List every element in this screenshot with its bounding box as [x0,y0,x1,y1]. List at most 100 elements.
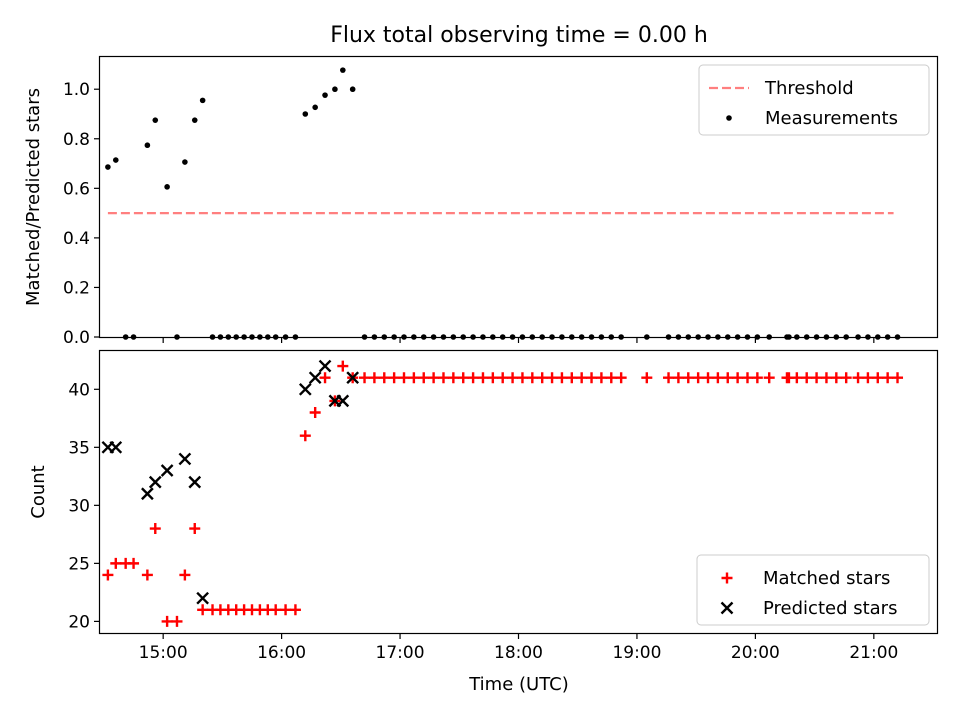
data-point [820,372,832,384]
data-point [840,372,852,384]
data-point [318,359,332,373]
data-point [791,372,803,384]
data-point [368,372,380,384]
top-y-tick-label: 0.4 [63,229,90,249]
data-point [546,372,558,384]
data-point [308,371,322,385]
data-point [586,372,598,384]
data-point [148,475,162,489]
bottom-x-tick-label: 16:00 [257,643,306,663]
top-axes-frame [98,55,939,339]
data-point [349,86,356,93]
legend-box [698,64,930,136]
data-point [178,452,192,466]
data-point [672,372,684,384]
data-point [682,372,694,384]
data-point [722,372,734,384]
data-point [516,372,528,384]
data-point [487,372,499,384]
top-y-tick-label: 1.0 [63,80,90,100]
data-point [336,394,350,408]
data-point [197,604,209,616]
data-point [641,372,653,384]
top-y-tick-label: 0.2 [63,278,90,298]
bottom-y-tick-label: 30 [68,496,90,516]
data-point [189,523,201,535]
data-point [408,372,420,384]
data-point [319,372,331,384]
bottom-series-matched-stars [102,360,904,627]
data-point [160,464,174,477]
data-point [556,372,568,384]
data-point [418,372,430,384]
data-point [576,372,588,384]
data-point [188,475,202,489]
data-point [882,372,894,384]
legend-label: Matched stars [763,568,890,589]
data-point [398,372,410,384]
data-point [605,372,617,384]
bottom-y-tick-label: 20 [68,612,90,632]
data-point [182,159,188,165]
data-point [105,164,111,170]
data-point [109,440,123,454]
legend-label: Threshold [764,78,854,99]
data-point [526,372,538,384]
data-point [322,92,328,98]
data-point [447,372,459,384]
top-y-axis-label: Matched/Predicted stars [23,88,44,306]
data-point [112,157,119,163]
data-point [615,372,627,384]
data-point [852,372,864,384]
data-point [332,86,338,93]
data-point [161,615,173,627]
bottom-x-tick-label: 18:00 [494,643,543,663]
data-point [312,104,318,111]
legend-box [696,554,930,626]
data-point [388,372,400,384]
data-point [337,360,349,372]
bottom-x-axis-label: Time (UTC) [468,674,569,695]
bottom-x-tick-label: 15:00 [139,643,188,663]
data-point [179,569,191,581]
top-legend: Threshold Measurements [698,64,930,136]
data-point [378,372,390,384]
bottom-x-tick-label: 21:00 [849,643,898,663]
data-point [298,382,312,396]
data-point [340,67,346,73]
data-point [437,372,449,384]
bottom-x-tick-label: 17:00 [376,643,425,663]
data-point [457,372,469,384]
bottom-x-tick-label: 20:00 [731,643,780,663]
data-point [862,372,874,384]
legend-marker-swatch [721,572,733,584]
data-point [128,557,140,569]
data-point [141,487,154,501]
data-point [346,371,360,385]
bottom-y-tick-label: 25 [68,554,90,574]
legend-label: Measurements [765,108,898,129]
data-point [141,569,153,581]
data-point [712,372,724,384]
bottom-y-tick-label: 35 [68,438,90,458]
top-plot-area: 0.0 0.2 0.4 0.6 0.8 1.0 Threshold Measurements [63,64,930,348]
data-point [191,117,198,123]
data-point [152,117,159,123]
top-panel: 0.00.20.40.60.81.0 ThresholdMeasurements … [23,55,939,348]
legend-marker-swatch [726,115,732,121]
data-point [595,372,607,384]
figure-title: Flux total observing time = 0.00 h [330,23,708,48]
data-point [110,557,122,569]
data-point [763,372,775,384]
data-point [741,372,753,384]
data-point [811,372,823,384]
data-point [872,372,884,384]
data-point [801,372,813,384]
data-point [566,372,578,384]
data-point [497,372,509,384]
data-point [102,569,114,581]
bottom-plot-area: 20 25 30 35 40 15:00 16:00 17:00 18:00 19:00 20:00… [68,359,930,663]
legend-label: Predicted stars [763,598,897,619]
top-y-tick-label: 0.6 [63,179,90,199]
